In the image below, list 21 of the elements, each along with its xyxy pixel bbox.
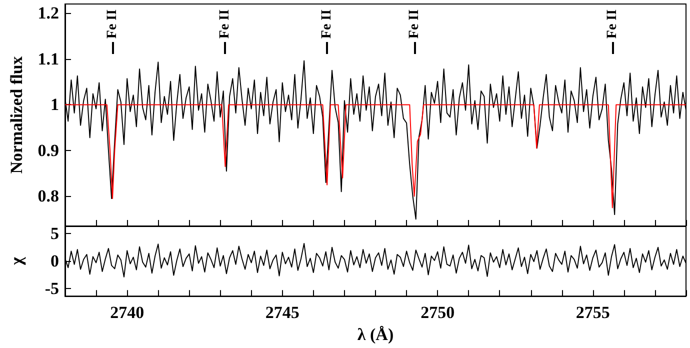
y-axis-title: χ <box>7 256 26 266</box>
y-tick-label: 0 <box>50 252 59 271</box>
y-axis-title: Normalized flux <box>7 56 26 174</box>
y-tick-label: 0.8 <box>38 186 59 206</box>
ref-line-label: Fe II <box>320 9 335 39</box>
x-tick-label: 2750 <box>420 303 455 322</box>
x-tick-label: 2755 <box>576 303 610 322</box>
x-axis-title: λ (Å) <box>357 325 394 344</box>
x-tick-label: 2740 <box>110 303 144 322</box>
y-tick-label: -5 <box>44 278 59 298</box>
y-tick-label: 1.1 <box>38 49 59 68</box>
y-tick-label: 5 <box>50 224 59 244</box>
ref-line-label: Fe II <box>105 9 120 39</box>
ref-line-label: Fe II <box>604 9 620 39</box>
y-tick-label: 1 <box>50 95 59 114</box>
ref-line-label: Fe II <box>218 9 233 39</box>
ref-line-label: Fe II <box>406 9 422 39</box>
line-series <box>64 104 686 208</box>
x-tick-label: 2745 <box>265 303 300 322</box>
y-tick-label: 1.2 <box>38 4 59 23</box>
y-tick-label: 0.9 <box>38 140 59 160</box>
